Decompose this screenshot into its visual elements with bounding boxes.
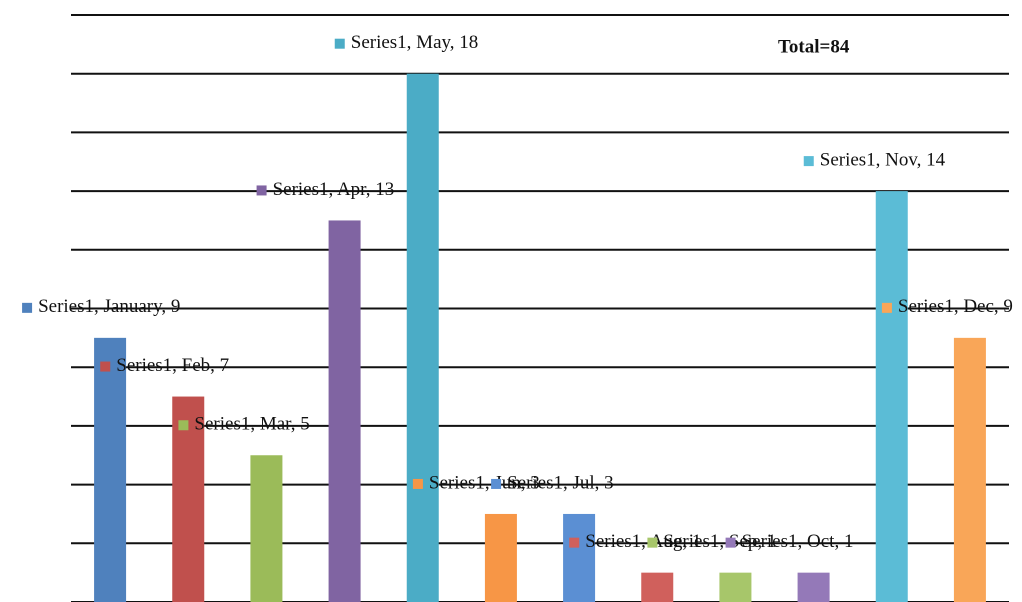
label-marker xyxy=(881,302,892,313)
bar xyxy=(719,572,752,602)
label-marker xyxy=(647,537,658,548)
bar xyxy=(641,572,674,602)
data-label: Series1, Nov, 14 xyxy=(820,149,946,170)
data-label: Series1, January, 9 xyxy=(38,296,180,317)
label-marker xyxy=(100,361,111,372)
label-marker xyxy=(22,302,33,313)
bar xyxy=(563,513,596,602)
label-marker xyxy=(412,478,423,489)
data-label: Series1, Dec, 9 xyxy=(898,296,1013,317)
bar xyxy=(94,337,127,602)
data-label: Series1, Jun, 3 xyxy=(429,472,540,493)
total-annotation: Total=84 xyxy=(778,36,850,57)
bar xyxy=(172,396,205,602)
bar xyxy=(328,220,361,602)
bar xyxy=(797,572,830,602)
label-marker xyxy=(569,537,580,548)
bar xyxy=(953,337,986,602)
data-label: Series1, May, 18 xyxy=(351,32,479,53)
label-marker xyxy=(803,156,814,167)
data-label: Series1, Apr, 13 xyxy=(273,179,395,200)
data-label: Series1, Oct, 1 xyxy=(742,531,854,552)
label-marker xyxy=(178,420,189,431)
bar xyxy=(484,513,517,602)
label-marker xyxy=(334,38,345,49)
data-label: Series1, Jul, 3 xyxy=(507,472,614,493)
bar xyxy=(875,191,908,602)
bar xyxy=(406,73,439,602)
bar xyxy=(250,455,283,602)
label-marker xyxy=(725,537,736,548)
data-label: Series1, Feb, 7 xyxy=(116,355,229,376)
label-marker xyxy=(256,185,267,196)
data-label: Series1, Sep, 1 xyxy=(663,531,776,552)
data-label: Series1, Aug, 1 xyxy=(585,531,701,552)
data-label: Series1, Mar, 5 xyxy=(194,414,309,435)
label-marker xyxy=(491,478,502,489)
